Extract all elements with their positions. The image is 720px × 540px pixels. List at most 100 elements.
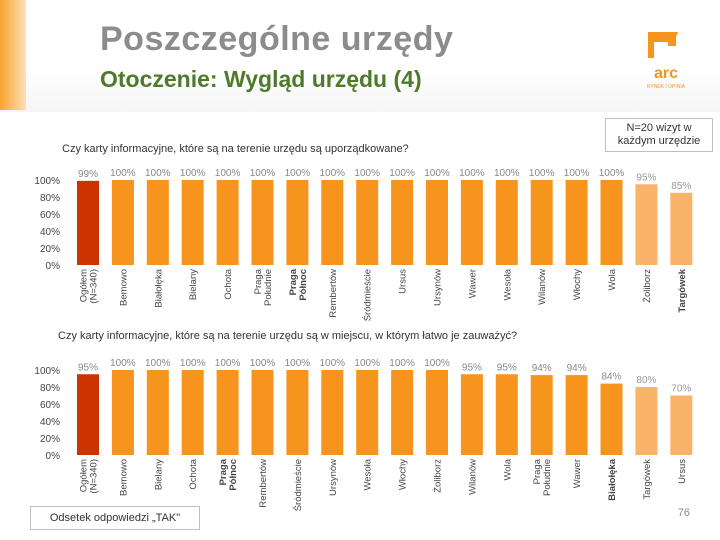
chart2-value-label: 100% bbox=[215, 358, 241, 369]
chart2-category: Praga Południe bbox=[532, 458, 553, 496]
chart2-category: Śródmieście bbox=[292, 459, 304, 511]
chart1-category-label: Ursynów bbox=[433, 269, 444, 306]
chart2-value-label: 100% bbox=[145, 358, 171, 369]
chart2-category: Wola bbox=[502, 458, 513, 480]
chart1-category-label: Żoliborz bbox=[642, 269, 653, 303]
chart2-category-label: Białołęka bbox=[607, 458, 618, 500]
chart2-category: Włochy bbox=[398, 459, 409, 490]
chart2-bar bbox=[356, 370, 379, 455]
chart1-category: Ursynów bbox=[433, 269, 444, 306]
chart2-category: Ochota bbox=[188, 458, 199, 489]
chart1-value-label: 85% bbox=[671, 181, 691, 192]
chart1-category: Targówek bbox=[677, 268, 688, 312]
chart2-bar bbox=[77, 374, 99, 455]
chart1-category-label: Południe bbox=[263, 269, 274, 306]
chart1-value-label: 100% bbox=[599, 168, 625, 179]
chart1-category-label: Wesoła bbox=[502, 268, 513, 300]
chart1-title: Czy karty informacyjne, które są na tere… bbox=[62, 143, 409, 155]
chart2-ytick: 100% bbox=[34, 366, 60, 377]
chart1-value-label: 100% bbox=[459, 168, 485, 179]
chart2-category-label: Włochy bbox=[398, 459, 409, 490]
page-number: 76 bbox=[677, 507, 690, 519]
chart2-category-label: Śródmieście bbox=[292, 459, 304, 511]
chart1-value-label: 100% bbox=[320, 168, 346, 179]
chart1-category-label: Wawer bbox=[467, 269, 478, 298]
chart1-bar bbox=[565, 180, 588, 265]
chart2-value-label: 84% bbox=[601, 372, 621, 383]
chart1-ytick: 80% bbox=[40, 193, 60, 204]
chart1-category: Białołęka bbox=[153, 268, 164, 307]
chart2-bar bbox=[600, 383, 623, 455]
logo-block bbox=[668, 36, 676, 46]
chart2-category-label: Praga bbox=[532, 458, 543, 484]
chart1-ytick: 20% bbox=[40, 244, 60, 255]
chart1-value-label: 100% bbox=[250, 168, 276, 179]
chart1-category: Wilanów bbox=[537, 269, 548, 305]
chart2-value-label: 95% bbox=[462, 362, 482, 373]
chart1-value-label: 100% bbox=[389, 168, 415, 179]
chart2-category: Ogółem (N=340) bbox=[79, 459, 100, 494]
chart1-bar bbox=[146, 180, 169, 265]
chart1-bar bbox=[111, 180, 134, 265]
chart2-value-label: 100% bbox=[354, 358, 380, 369]
chart2-category-label: Ursus bbox=[677, 459, 688, 484]
logo-pillar bbox=[648, 32, 654, 58]
chart2-ytick: 0% bbox=[46, 451, 61, 462]
chart1-category: Śródmieście bbox=[362, 269, 374, 321]
chart2-bar bbox=[426, 370, 448, 455]
chart2-category-label: Bemowo bbox=[118, 459, 129, 496]
chart1-value-label: 100% bbox=[145, 168, 171, 179]
chart1-category-label: Włochy bbox=[572, 269, 583, 300]
page-subtitle: Otoczenie: Wygląd urzędu (4) bbox=[100, 66, 422, 92]
chart2-bar bbox=[321, 370, 344, 455]
chart2-category-label: Rembertów bbox=[258, 459, 269, 508]
chart2-category-label: Praga bbox=[218, 458, 229, 485]
chart1-bar bbox=[530, 180, 553, 265]
chart1-category-label: Praga bbox=[288, 268, 299, 295]
chart1-bar bbox=[635, 184, 658, 265]
chart1-bar bbox=[460, 180, 483, 265]
chart2-category-label: Wesoła bbox=[363, 458, 374, 490]
chart1-value-label: 100% bbox=[285, 168, 311, 179]
chart1-bar bbox=[495, 180, 518, 265]
chart2-bar bbox=[181, 370, 204, 455]
chart1-category-label: Ochota bbox=[223, 268, 234, 299]
chart2-category-label: Południe bbox=[542, 459, 553, 496]
chart1-category-label: Północ bbox=[298, 269, 309, 301]
chart1-category: Włochy bbox=[572, 269, 583, 300]
chart1-bar bbox=[356, 180, 379, 265]
chart1-category-label: Targówek bbox=[677, 268, 688, 312]
chart2-bar bbox=[216, 370, 239, 455]
chart2-bar bbox=[251, 370, 274, 455]
chart2-value-label: 94% bbox=[567, 363, 587, 374]
legend-box: Odsetek odpowiedzi „TAK" bbox=[30, 506, 200, 530]
chart1-category: Praga Północ bbox=[288, 268, 309, 300]
chart2-category: Wesoła bbox=[363, 458, 374, 490]
chart2-category: Ursus bbox=[677, 459, 688, 484]
chart2-bar bbox=[146, 370, 169, 455]
sample-note: N=20 wizyt w każdym urzędzie bbox=[605, 118, 713, 152]
chart2-value-label: 95% bbox=[78, 362, 98, 373]
page-title: Poszczególne urzędy bbox=[100, 20, 454, 58]
chart2-category-label: Wola bbox=[502, 458, 513, 480]
chart2-value-label: 100% bbox=[389, 358, 415, 369]
chart1-category: Bielany bbox=[188, 269, 199, 300]
chart2-category-label: Wilanów bbox=[467, 459, 478, 495]
chart1-value-label: 100% bbox=[354, 168, 380, 179]
chart1-category: Ochota bbox=[223, 268, 234, 299]
arc-logo: arc RYNEK I OPINIA bbox=[647, 32, 686, 90]
header-band bbox=[0, 0, 720, 112]
chart1-value-label: 100% bbox=[494, 168, 520, 179]
chart1-bar bbox=[216, 180, 239, 265]
chart2-category: Wawer bbox=[572, 459, 583, 488]
chart1-category-label: Wilanów bbox=[537, 269, 548, 305]
chart1-bar bbox=[670, 192, 693, 265]
chart2-category-label: Ogółem bbox=[79, 459, 90, 492]
chart2-category-label: Targówek bbox=[642, 459, 653, 500]
chart2-bar bbox=[495, 374, 518, 455]
logo-tagline: RYNEK I OPINIA bbox=[647, 84, 686, 90]
chart2-value-label: 100% bbox=[424, 358, 450, 369]
chart1-bar bbox=[600, 180, 623, 265]
chart1-category-label: Wola bbox=[607, 268, 618, 290]
